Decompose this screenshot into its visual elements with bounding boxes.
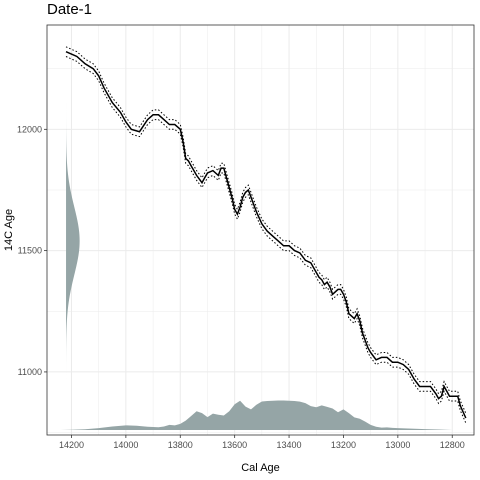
x-tick-label: 14200	[59, 440, 84, 450]
x-axis-title: Cal Age	[241, 462, 280, 474]
y-tick-label: 11000	[18, 367, 42, 377]
x-tick-label: 13800	[168, 440, 193, 450]
x-tick-label: 12800	[440, 440, 465, 450]
x-tick-label: 13000	[385, 440, 410, 450]
curve-mean-line	[65, 51, 467, 419]
y-density-area	[66, 84, 80, 398]
x-tick-label: 14000	[113, 440, 138, 450]
x-tick-label: 13600	[222, 440, 247, 450]
density-areas	[60, 84, 453, 430]
curve-lower-band	[65, 56, 467, 424]
calibration-curve	[65, 46, 467, 424]
y-axis-title: 14C Age	[3, 209, 15, 251]
x-tick-label: 13200	[331, 440, 356, 450]
chart-title: Date-1	[47, 1, 93, 18]
axes: 14200 14000 13800 13600 13400 13200 13000 12800…	[17, 124, 465, 450]
grid-lines	[47, 25, 474, 435]
y-tick-label: 11500	[18, 246, 42, 256]
curve-upper-band	[65, 46, 467, 414]
x-tick-label: 13400	[277, 440, 302, 450]
panel-border	[46, 24, 475, 436]
x-density-area	[60, 400, 453, 430]
y-tick-label: 12000	[17, 124, 42, 134]
